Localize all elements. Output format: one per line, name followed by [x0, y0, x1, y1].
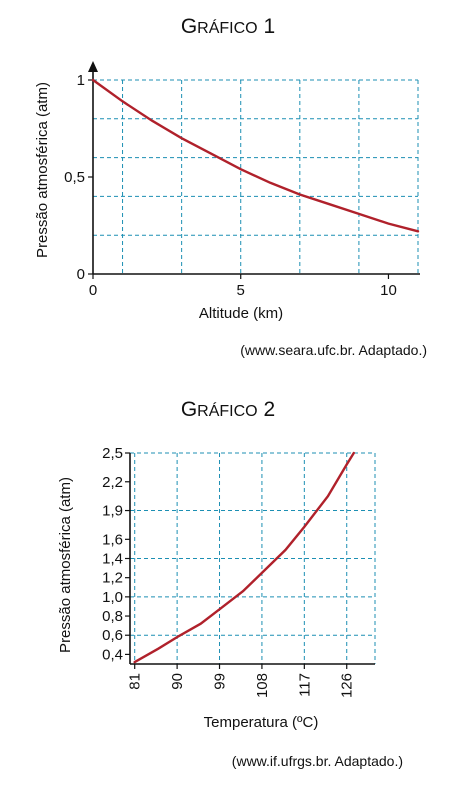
chart2-series-line: [133, 451, 355, 664]
chart2-ytick-label: 0,8: [102, 608, 123, 625]
chart2-xlabel: Temperatura (ºC): [204, 714, 319, 731]
chart1-series-line: [91, 78, 420, 233]
chart2-ylabel: Pressão atmosférica (atm): [57, 477, 74, 653]
chart2-title-number: 2: [263, 398, 275, 421]
chart2-ytick-label: 2,5: [102, 445, 123, 462]
chart1-ytick-label: 0: [77, 266, 85, 283]
chart1-title: GRÁFICO 1: [181, 15, 275, 38]
chart2-ytick-label: 2,2: [102, 474, 123, 491]
chart1-y-arrow: [88, 61, 98, 72]
chart2-plot: 81 90 99 108 117 126 2,5 2,2 1,9 1,6 1,4 1,2 1,0 0,8 0…: [102, 445, 376, 698]
chart1-ytick-label: 0,5: [64, 169, 85, 186]
chart2-ytick-label: 1,0: [102, 589, 123, 606]
chart1-title-number: 1: [263, 15, 275, 38]
chart2-ytick-label: 0,4: [102, 646, 123, 663]
chart1-plot: 0 5 10 0 0,5 1: [64, 61, 420, 299]
title-rest: RÁFICO: [197, 401, 257, 420]
chart1-title-word: GRÁFICO: [181, 15, 258, 38]
chart1-xtick-label: 5: [237, 282, 245, 299]
chart2-ytick-label: 0,6: [102, 627, 123, 644]
chart1-xtick-label: 10: [380, 282, 397, 299]
title-rest: RÁFICO: [197, 18, 257, 37]
chart2-ytick-label: 1,9: [102, 503, 123, 520]
chart1-xtick-label: 0: [89, 282, 97, 299]
chart2-xtick-label: 117: [296, 673, 313, 697]
chart2-title: GRÁFICO 2: [181, 398, 275, 421]
chart1-source: (www.seara.ufc.br. Adaptado.): [240, 342, 427, 358]
chart1-ytick-label: 1: [77, 72, 85, 89]
chart2-xtick-label: 81: [127, 673, 144, 690]
chart1-xlabel: Altitude (km): [199, 305, 283, 322]
chart2-ytick-label: 1,6: [102, 531, 123, 548]
chart2-xtick-label: 108: [254, 673, 271, 698]
chart2-title-word: GRÁFICO: [181, 398, 258, 421]
title-initial: G: [181, 15, 197, 38]
chart2-xtick-label: 90: [169, 673, 186, 690]
title-initial: G: [181, 398, 197, 421]
chart2-xtick-label: 126: [339, 673, 356, 698]
chart2-ytick-label: 1,2: [102, 570, 123, 587]
chart2-ytick-label: 1,4: [102, 551, 123, 568]
chart2-source: (www.if.ufrgs.br. Adaptado.): [232, 753, 403, 769]
chart2-xtick-label: 99: [212, 673, 229, 690]
chart1-ylabel: Pressão atmosférica (atm): [34, 82, 51, 258]
